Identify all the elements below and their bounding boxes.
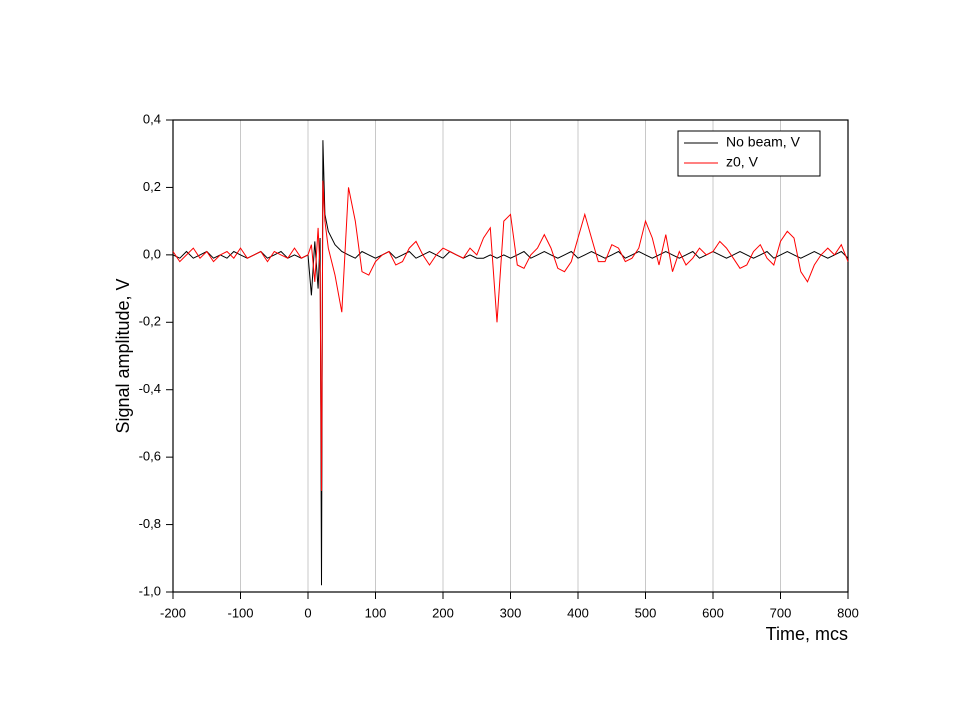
legend-label: No beam, V [726, 134, 801, 150]
x-tick-label: 300 [500, 605, 522, 620]
legend-box [677, 130, 821, 177]
y-tick-label: -0,8 [139, 516, 161, 531]
x-tick-label: 500 [635, 605, 657, 620]
series-line [172, 140, 849, 586]
y-tick-label: 0,0 [143, 246, 161, 261]
legend-label: z0, V [726, 154, 759, 170]
y-tick-label: -0,4 [139, 381, 161, 396]
y-tick-label: -0,2 [139, 314, 161, 329]
y-tick-label: 0,2 [143, 179, 161, 194]
x-tick-label: 800 [837, 605, 859, 620]
plot-frame [172, 119, 849, 593]
y-tick-label: -1,0 [139, 583, 161, 598]
series-line [172, 180, 849, 491]
x-tick-label: -200 [160, 605, 186, 620]
x-axis-label: Time, mcs [766, 624, 848, 644]
y-tick-label: 0,4 [143, 111, 161, 126]
x-tick-label: 0 [304, 605, 311, 620]
x-tick-label: -100 [227, 605, 253, 620]
x-tick-label: 200 [432, 605, 454, 620]
y-tick-label: -0,6 [139, 449, 161, 464]
x-tick-label: 700 [770, 605, 792, 620]
y-axis-label: Signal amplitude, V [113, 278, 133, 433]
x-tick-label: 400 [567, 605, 589, 620]
x-tick-label: 100 [365, 605, 387, 620]
x-tick-label: 600 [702, 605, 724, 620]
